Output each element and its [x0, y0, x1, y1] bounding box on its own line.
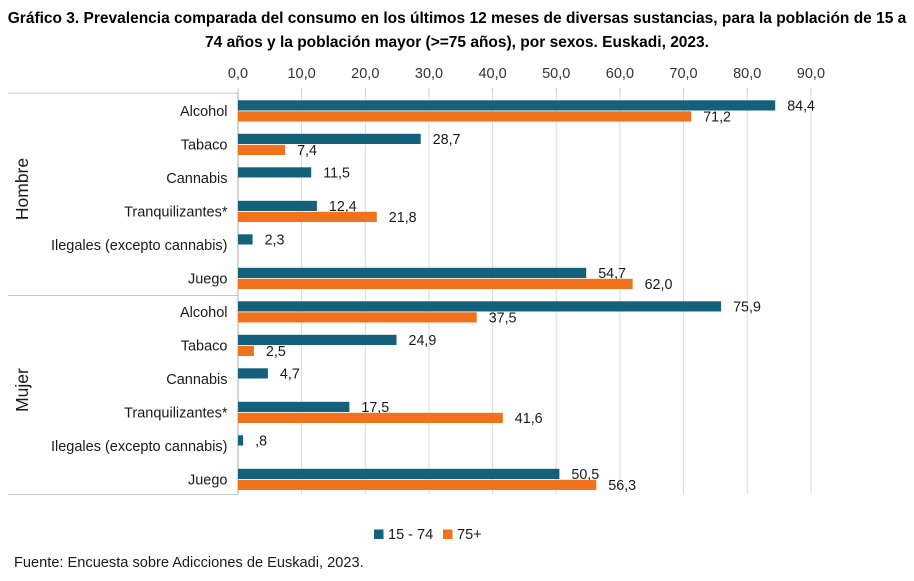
svg-text:Hombre: Hombre [12, 158, 32, 220]
svg-text:Tabaco: Tabaco [181, 138, 228, 154]
svg-text:37,5: 37,5 [489, 310, 517, 326]
svg-text:Juego: Juego [188, 272, 228, 288]
svg-text:Ilegales (excepto cannabis): Ilegales (excepto cannabis) [51, 238, 228, 254]
svg-text:21,8: 21,8 [389, 210, 417, 226]
svg-text:75,9: 75,9 [733, 299, 761, 315]
svg-text:Alcohol: Alcohol [180, 104, 228, 120]
svg-text:50,0: 50,0 [542, 66, 570, 82]
svg-text:Gráfico 3. Prevalencia compara: Gráfico 3. Prevalencia comparada del con… [8, 10, 907, 27]
svg-text:Cannabis: Cannabis [166, 372, 227, 388]
svg-text:Tabaco: Tabaco [181, 339, 228, 355]
svg-text:54,7: 54,7 [598, 266, 626, 282]
svg-text:20,0: 20,0 [351, 66, 379, 82]
svg-text:75+: 75+ [457, 527, 482, 543]
svg-text:Tranquilizantes*: Tranquilizantes* [124, 205, 228, 221]
svg-text:74 años y la población mayor (: 74 años y la población mayor (>=75 años)… [205, 34, 709, 51]
svg-text:30,0: 30,0 [415, 66, 443, 82]
svg-text:7,4: 7,4 [297, 143, 317, 159]
svg-text:28,7: 28,7 [433, 132, 461, 148]
svg-text:10,0: 10,0 [287, 66, 315, 82]
svg-text:Ilegales (excepto cannabis): Ilegales (excepto cannabis) [51, 439, 228, 455]
svg-text:70,0: 70,0 [669, 66, 697, 82]
svg-text:Cannabis: Cannabis [166, 171, 227, 187]
svg-text:15 - 74: 15 - 74 [388, 527, 433, 543]
svg-text:2,3: 2,3 [265, 232, 285, 248]
svg-text:62,0: 62,0 [645, 277, 673, 293]
svg-text:80,0: 80,0 [733, 66, 761, 82]
svg-text:50,5: 50,5 [571, 467, 599, 483]
svg-text:,8: ,8 [255, 433, 267, 449]
svg-text:2,5: 2,5 [266, 344, 286, 360]
svg-text:Alcohol: Alcohol [180, 305, 228, 321]
svg-text:40,0: 40,0 [478, 66, 506, 82]
svg-text:0,0: 0,0 [228, 66, 248, 82]
svg-text:84,4: 84,4 [787, 98, 815, 114]
svg-text:12,4: 12,4 [329, 199, 357, 215]
svg-text:11,5: 11,5 [323, 165, 350, 181]
svg-text:17,5: 17,5 [361, 400, 389, 416]
svg-text:41,6: 41,6 [515, 411, 543, 427]
svg-text:90,0: 90,0 [797, 66, 825, 82]
svg-text:24,9: 24,9 [409, 333, 437, 349]
svg-text:60,0: 60,0 [606, 66, 634, 82]
svg-text:4,7: 4,7 [280, 366, 300, 382]
svg-text:Tranquilizantes*: Tranquilizantes* [124, 406, 228, 422]
svg-text:Fuente: Encuesta sobre Adiccio: Fuente: Encuesta sobre Adicciones de Eus… [14, 555, 364, 571]
svg-text:71,2: 71,2 [703, 109, 731, 125]
svg-text:Mujer: Mujer [12, 368, 32, 412]
svg-text:56,3: 56,3 [608, 478, 636, 494]
svg-text:Juego: Juego [188, 473, 228, 489]
